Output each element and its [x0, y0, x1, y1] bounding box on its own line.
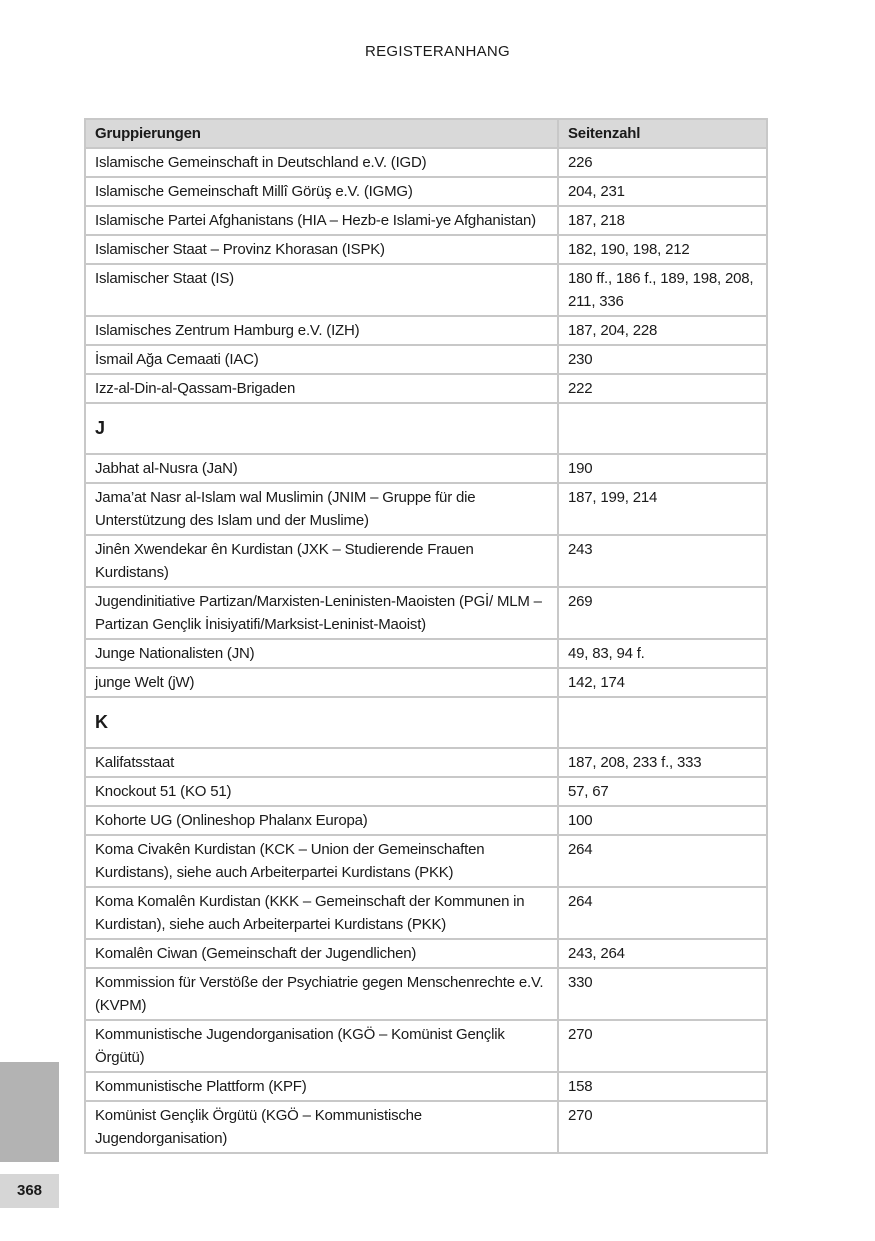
page-refs: 180 ff., 186 f., 189, 198, 208, 211, 336: [557, 263, 768, 317]
group-name: Kalifatsstaat: [84, 747, 559, 778]
chapter-tab: [0, 1062, 59, 1162]
table-row: Koma Civakên Kurdistan (KCK – Union der …: [84, 834, 768, 888]
group-name: Islamische Partei Afghanistans (HIA – He…: [84, 205, 559, 236]
table-row: Junge Nationalisten (JN) 49, 83, 94 f.: [84, 638, 768, 669]
running-head: REGISTERANHANG: [364, 43, 511, 60]
page-refs: 264: [557, 834, 768, 888]
page-refs: 182, 190, 198, 212: [557, 234, 768, 265]
page-refs: 100: [557, 805, 768, 836]
table-row: Jugendinitiative Partizan/Marxisten-Leni…: [84, 586, 768, 640]
section-letter-row: J: [84, 402, 768, 455]
group-name: Islamische Gemeinschaft Millî Görüş e.V.…: [84, 176, 559, 207]
page-refs: 49, 83, 94 f.: [557, 638, 768, 669]
group-name: junge Welt (jW): [84, 667, 559, 698]
column-header-groups: Gruppierungen: [84, 118, 559, 149]
group-name: Izz-al-Din-al-Qassam-Brigaden: [84, 373, 559, 404]
section-letter: K: [84, 696, 559, 749]
page-refs: 243: [557, 534, 768, 588]
group-name: Kommunistische Jugendorganisation (KGÖ –…: [84, 1019, 559, 1073]
table-row: Jama’at Nasr al-Islam wal Muslimin (JNIM…: [84, 482, 768, 536]
empty-cell: [557, 402, 768, 455]
table-row: Islamische Partei Afghanistans (HIA – He…: [84, 205, 768, 236]
page-refs: 270: [557, 1100, 768, 1154]
group-name: Jinên Xwendekar ên Kurdistan (JXK – Stud…: [84, 534, 559, 588]
page-refs: 269: [557, 586, 768, 640]
page-refs: 57, 67: [557, 776, 768, 807]
page-refs: 243, 264: [557, 938, 768, 969]
table-row: Knockout 51 (KO 51) 57, 67: [84, 776, 768, 807]
group-name: Komünist Gençlik Örgütü (KGÖ – Kommunist…: [84, 1100, 559, 1154]
table-row: Islamische Gemeinschaft Millî Görüş e.V.…: [84, 176, 768, 207]
table-row: Kommission für Verstöße der Psychiatrie …: [84, 967, 768, 1021]
table-row: Islamische Gemeinschaft in Deutschland e…: [84, 147, 768, 178]
group-name: Jabhat al-Nusra (JaN): [84, 453, 559, 484]
group-name: Knockout 51 (KO 51): [84, 776, 559, 807]
page-refs: 230: [557, 344, 768, 375]
page-refs: 226: [557, 147, 768, 178]
group-name: Jugendinitiative Partizan/Marxisten-Leni…: [84, 586, 559, 640]
group-name: Kommunistische Plattform (KPF): [84, 1071, 559, 1102]
table-row: Komünist Gençlik Örgütü (KGÖ – Kommunist…: [84, 1100, 768, 1154]
page-refs: 264: [557, 886, 768, 940]
group-name: Islamischer Staat (IS): [84, 263, 559, 317]
table-row: Kommunistische Plattform (KPF) 158: [84, 1071, 768, 1102]
group-name: Jama’at Nasr al-Islam wal Muslimin (JNIM…: [84, 482, 559, 536]
table-row: junge Welt (jW) 142, 174: [84, 667, 768, 698]
table-row: Izz-al-Din-al-Qassam-Brigaden 222: [84, 373, 768, 404]
table-row: Islamischer Staat (IS) 180 ff., 186 f., 1…: [84, 263, 768, 317]
table-row: Jabhat al-Nusra (JaN) 190: [84, 453, 768, 484]
table-row: Komalên Ciwan (Gemeinschaft der Jugendli…: [84, 938, 768, 969]
group-name: Islamisches Zentrum Hamburg e.V. (IZH): [84, 315, 559, 346]
table-row: İsmail Ağa Cemaati (IAC) 230: [84, 344, 768, 375]
table-row: Jinên Xwendekar ên Kurdistan (JXK – Stud…: [84, 534, 768, 588]
page-refs: 187, 199, 214: [557, 482, 768, 536]
table-row: Kalifatsstaat 187, 208, 233 f., 333: [84, 747, 768, 778]
section-letter: J: [84, 402, 559, 455]
page-refs: 142, 174: [557, 667, 768, 698]
page-refs: 187, 218: [557, 205, 768, 236]
page-refs: 204, 231: [557, 176, 768, 207]
page-refs: 190: [557, 453, 768, 484]
register-table: Gruppierungen Seitenzahl Islamische Geme…: [84, 118, 768, 1154]
section-letter-row: K: [84, 696, 768, 749]
group-name: Koma Civakên Kurdistan (KCK – Union der …: [84, 834, 559, 888]
empty-cell: [557, 696, 768, 749]
page-number: 368: [0, 1174, 59, 1208]
table-row: Koma Komalên Kurdistan (KKK – Gemeinscha…: [84, 886, 768, 940]
group-name: Junge Nationalisten (JN): [84, 638, 559, 669]
group-name: Kohorte UG (Onlineshop Phalanx Europa): [84, 805, 559, 836]
page-refs: 330: [557, 967, 768, 1021]
column-header-pages: Seitenzahl: [557, 118, 768, 149]
page-refs: 187, 204, 228: [557, 315, 768, 346]
page-refs: 187, 208, 233 f., 333: [557, 747, 768, 778]
table-row: Islamisches Zentrum Hamburg e.V. (IZH) 18…: [84, 315, 768, 346]
table-row: Kohorte UG (Onlineshop Phalanx Europa) 10…: [84, 805, 768, 836]
group-name: İsmail Ağa Cemaati (IAC): [84, 344, 559, 375]
group-name: Islamische Gemeinschaft in Deutschland e…: [84, 147, 559, 178]
page-refs: 222: [557, 373, 768, 404]
group-name: Komalên Ciwan (Gemeinschaft der Jugendli…: [84, 938, 559, 969]
table-row: Islamischer Staat – Provinz Khorasan (IS…: [84, 234, 768, 265]
table-row: Kommunistische Jugendorganisation (KGÖ –…: [84, 1019, 768, 1073]
group-name: Koma Komalên Kurdistan (KKK – Gemeinscha…: [84, 886, 559, 940]
group-name: Kommission für Verstöße der Psychiatrie …: [84, 967, 559, 1021]
page-refs: 158: [557, 1071, 768, 1102]
table-header-row: Gruppierungen Seitenzahl: [84, 118, 768, 149]
group-name: Islamischer Staat – Provinz Khorasan (IS…: [84, 234, 559, 265]
page-refs: 270: [557, 1019, 768, 1073]
